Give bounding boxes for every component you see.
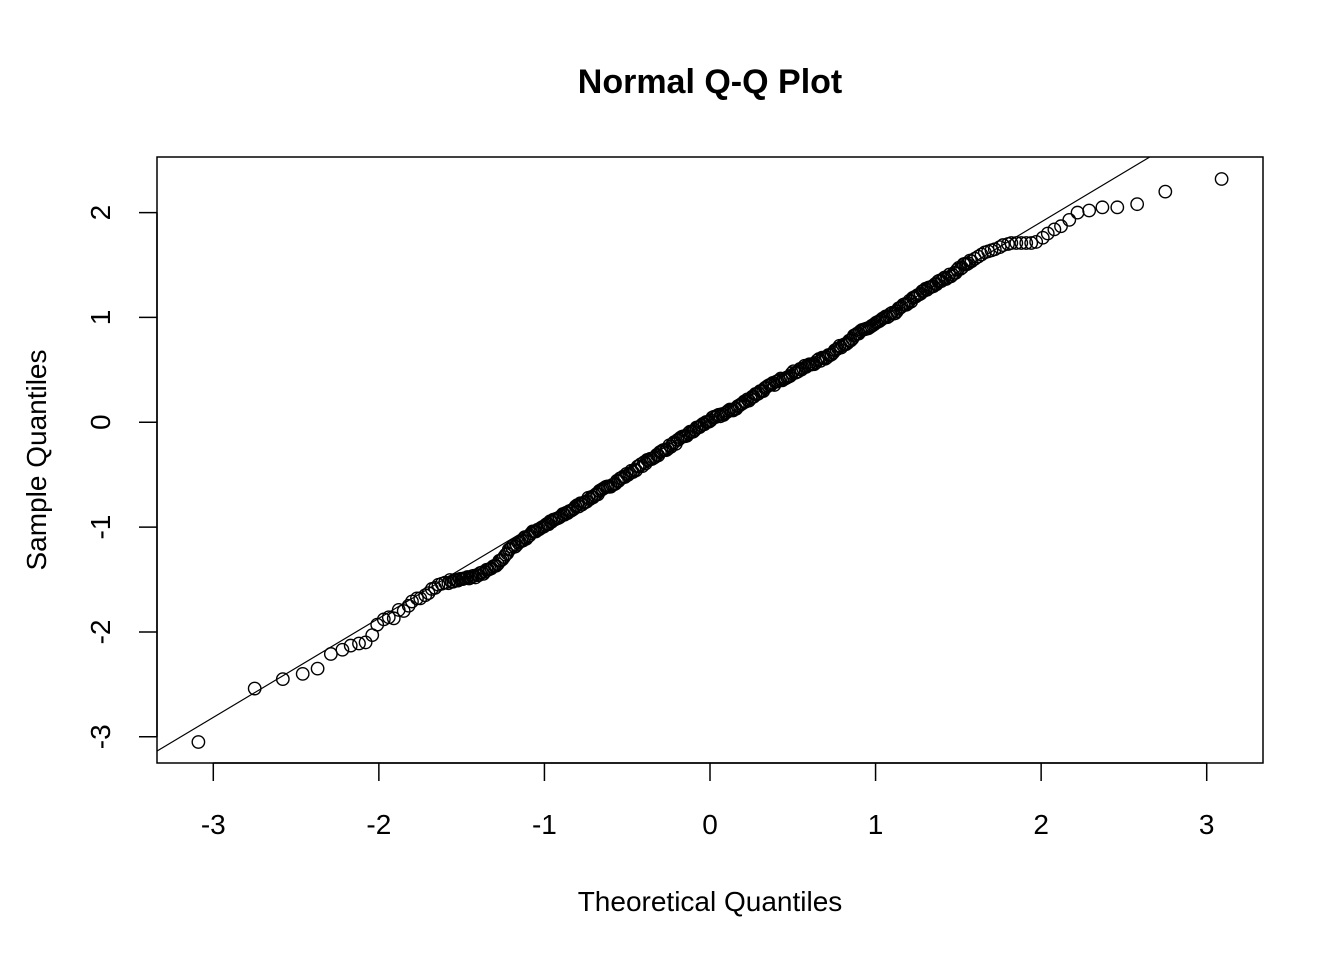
- data-point: [1035, 230, 1050, 245]
- x-axis: -3 -2 -1 0 1 2 3: [201, 762, 1215, 840]
- data-point: [964, 254, 979, 269]
- data-point: [1009, 236, 1024, 250]
- x-tick-label: 1: [868, 809, 884, 840]
- data-point: [352, 636, 366, 651]
- plot-area: [157, 157, 1229, 752]
- data-point: [310, 661, 325, 676]
- y-axis-label: Sample Quantiles: [21, 349, 52, 570]
- data-point: [708, 410, 723, 425]
- data-point: [570, 498, 585, 513]
- data-point: [295, 666, 310, 681]
- data-point: [1029, 235, 1044, 249]
- x-tick-label: -1: [532, 809, 557, 840]
- data-point: [1040, 226, 1055, 241]
- data-point: [396, 604, 411, 618]
- y-tick-label: 0: [85, 414, 116, 430]
- chart-title: Normal Q-Q Plot: [578, 63, 842, 101]
- data-point: [1214, 172, 1229, 186]
- y-tick-label: -3: [85, 724, 116, 749]
- data-point: [893, 300, 907, 315]
- data-point: [247, 681, 262, 696]
- data-point: [1110, 200, 1125, 215]
- data-point: [1004, 236, 1019, 250]
- data-point: [1070, 205, 1085, 220]
- data-point: [275, 672, 290, 687]
- data-point: [961, 256, 976, 271]
- data-point: [1047, 222, 1062, 237]
- x-tick-label: 2: [1033, 809, 1049, 840]
- y-tick-label: -2: [85, 619, 116, 644]
- data-point: [410, 591, 424, 606]
- data-point: [996, 238, 1010, 252]
- data-point: [335, 642, 350, 657]
- data-point: [1082, 203, 1097, 218]
- data-point: [1095, 200, 1110, 215]
- y-tick-label: 2: [85, 205, 116, 221]
- y-axis: -3 -2 -1 0 1 2: [85, 205, 158, 749]
- data-point: [343, 638, 358, 653]
- data-point: [386, 611, 401, 626]
- data-point: [323, 647, 338, 661]
- data-point: [1019, 236, 1034, 250]
- x-tick-label: 0: [702, 809, 718, 840]
- data-point: [1158, 184, 1173, 199]
- data-point: [1014, 236, 1029, 250]
- plot-frame: [156, 156, 1264, 764]
- data-point: [401, 598, 416, 613]
- y-tick-label: 1: [85, 310, 116, 326]
- data-point: [874, 313, 888, 327]
- x-axis-label: Theoretical Quantiles: [578, 886, 843, 917]
- y-tick-label: -1: [85, 515, 116, 540]
- data-point: [1130, 197, 1145, 212]
- data-point: [381, 610, 396, 625]
- data-point: [1062, 213, 1077, 227]
- data-point: [191, 735, 206, 749]
- x-tick-label: -2: [366, 809, 391, 840]
- data-point: [1024, 236, 1039, 250]
- x-tick-label: 3: [1199, 809, 1215, 840]
- x-tick-label: -3: [201, 809, 226, 840]
